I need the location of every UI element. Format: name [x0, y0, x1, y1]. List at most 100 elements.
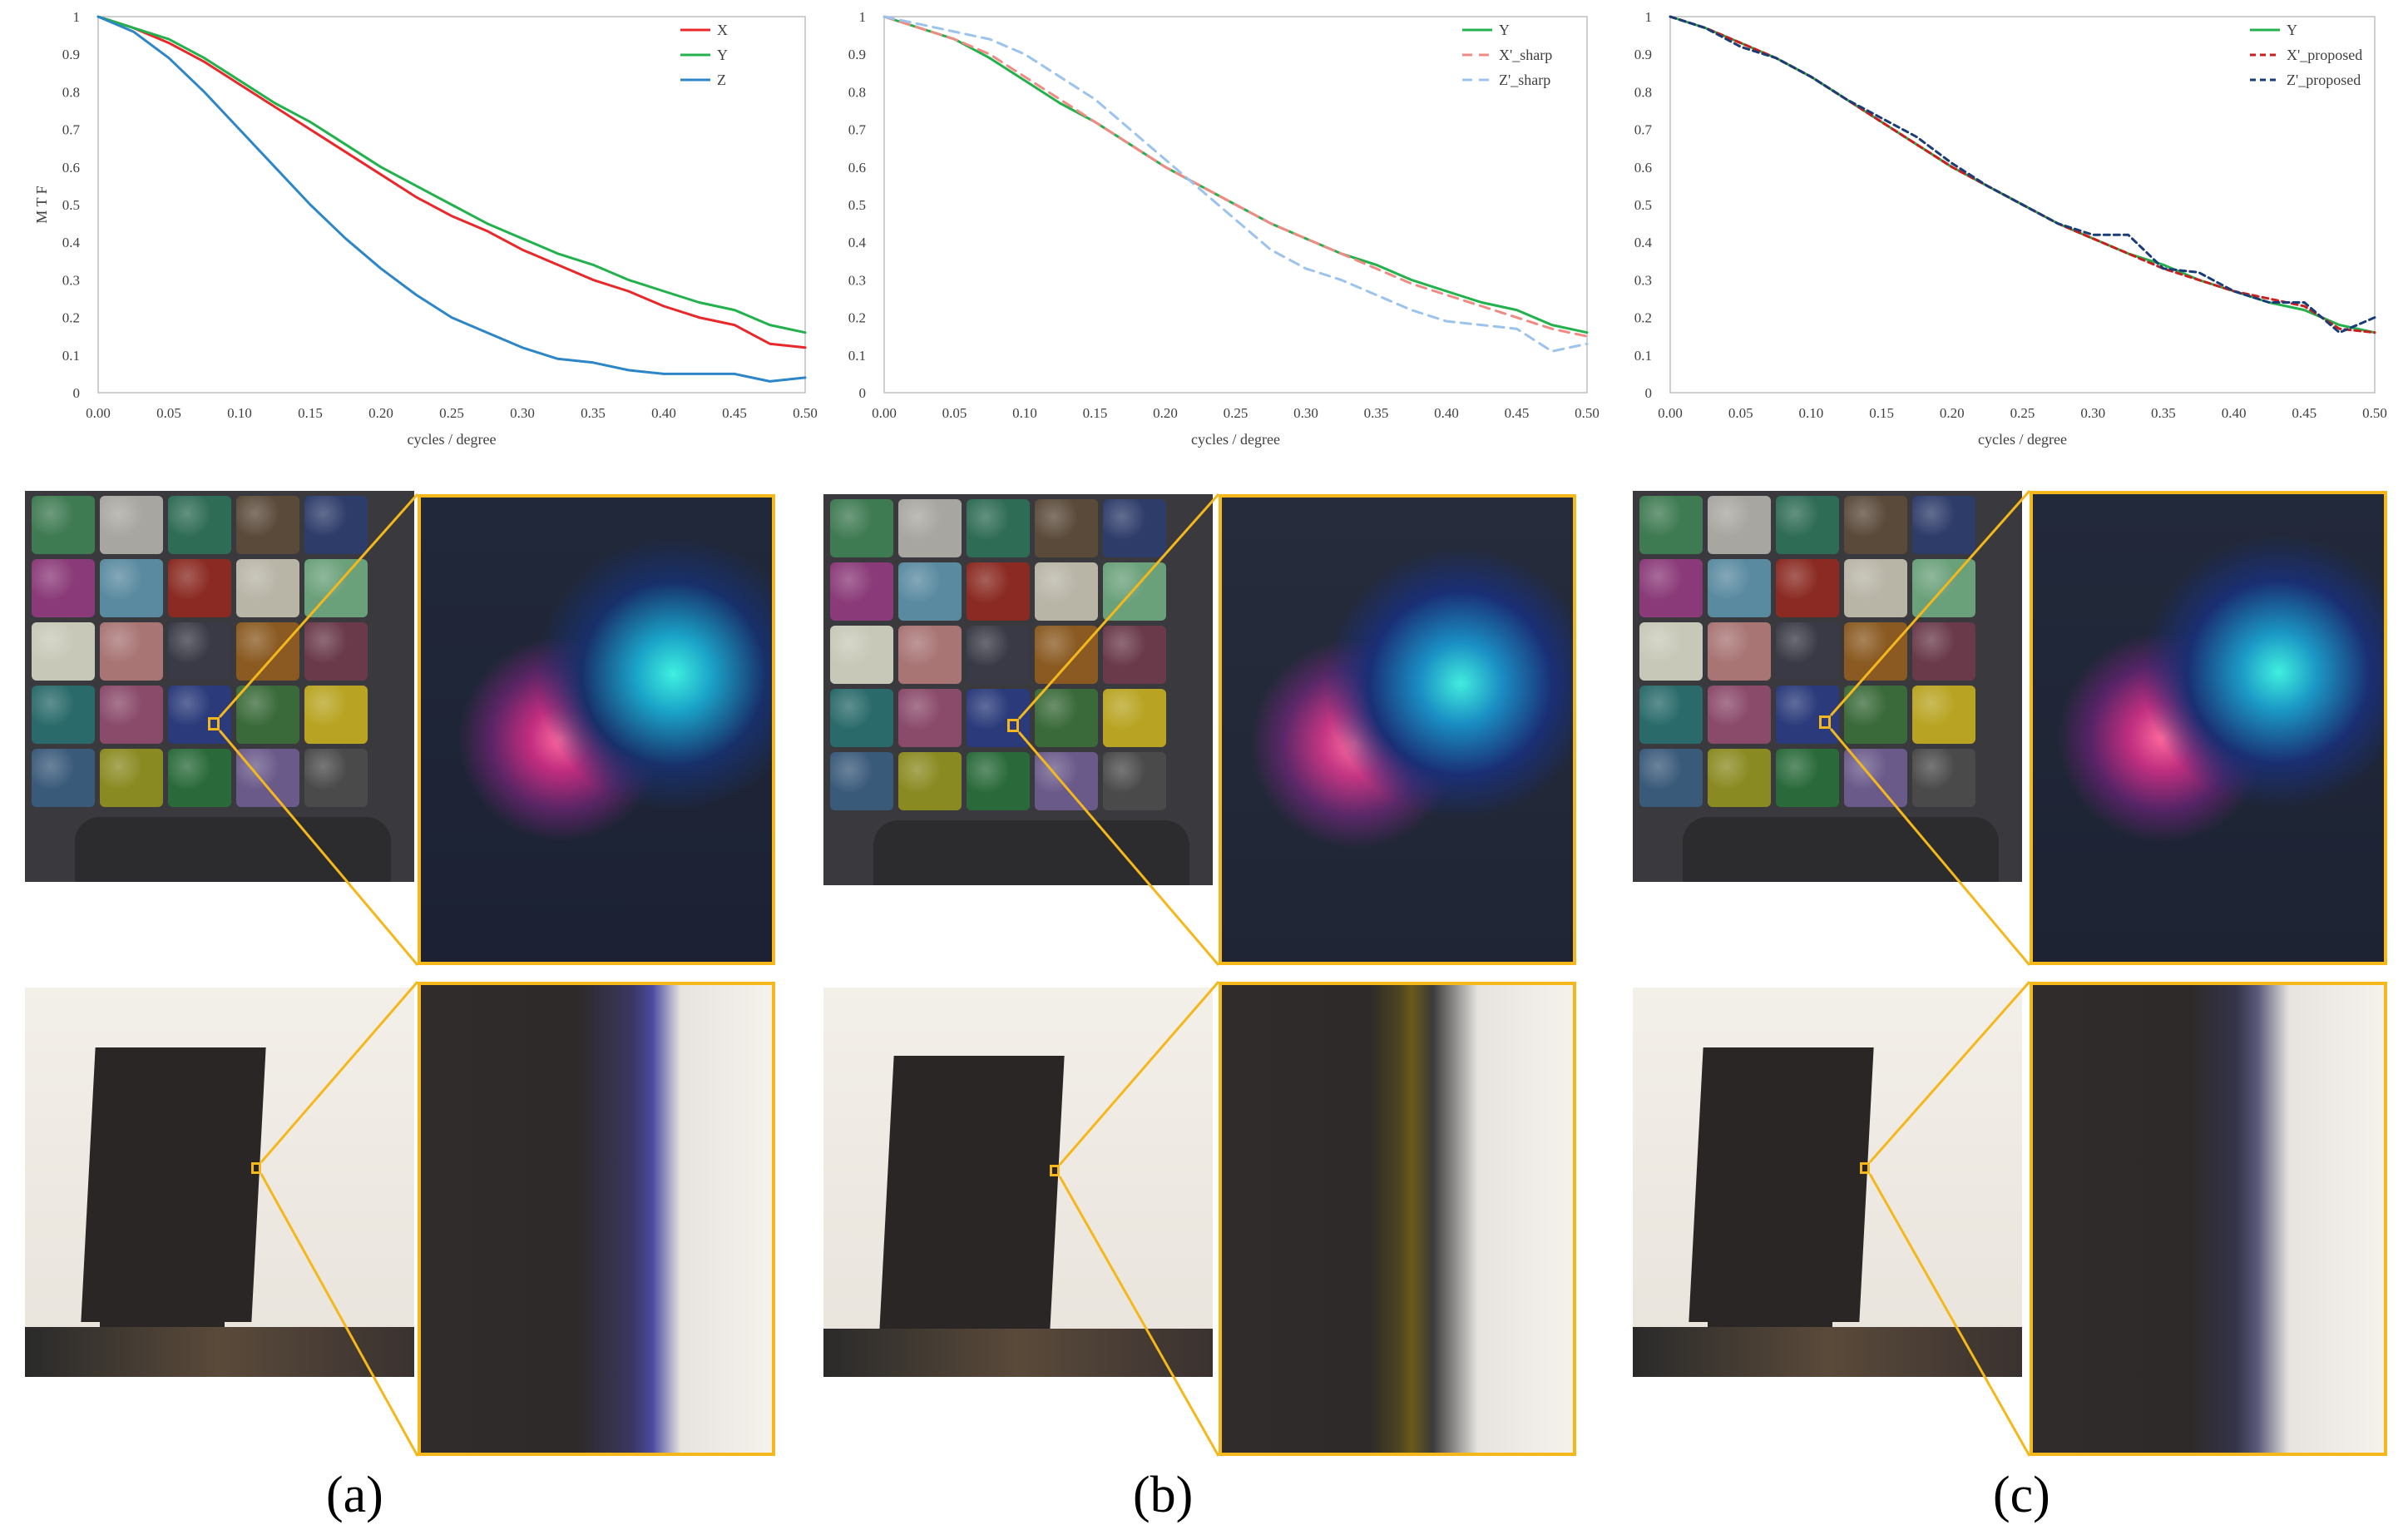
glitter-tile [100, 686, 163, 744]
glitter-tile [1708, 749, 1771, 807]
x-axis-label: cycles / degree [1978, 431, 2067, 448]
x-tick-label: 0.35 [581, 405, 606, 421]
y-tick-label: 0.4 [62, 235, 81, 250]
glitter-tile [236, 686, 299, 744]
table-edge [1633, 1327, 2022, 1377]
glitter-photo-c [1633, 491, 2022, 882]
glitter-tile [236, 559, 299, 617]
glitter-tile [304, 749, 368, 807]
glitter-tile [1103, 499, 1166, 557]
x-tick-label: 0.30 [1293, 405, 1318, 421]
glitter-tile [1912, 686, 1975, 744]
glitter-tile [898, 626, 962, 684]
glitter-tile [1776, 622, 1839, 681]
glitter-tile [168, 496, 231, 554]
glitter-tile [1776, 559, 1839, 617]
glitter-tile [304, 622, 368, 681]
x-tick-label: 0.50 [2362, 405, 2387, 421]
x-tick-label: 0.25 [439, 405, 464, 421]
x-tick-label: 0.05 [1728, 405, 1753, 421]
legend-label: X'_sharp [1499, 47, 1552, 63]
glitter-tile [898, 562, 962, 621]
glitter-tile [1035, 689, 1098, 747]
series-line [883, 15, 1589, 334]
x-tick-label: 0.20 [368, 405, 393, 421]
y-tick-label: 0.5 [62, 197, 80, 213]
y-tick-label: 0.6 [62, 160, 80, 176]
glitter-tile [1776, 749, 1839, 807]
y-tick-label: 0.8 [848, 84, 866, 100]
x-tick-label: 0.05 [942, 405, 967, 421]
glitter-tile [967, 626, 1030, 684]
x-axis-label: cycles / degree [1191, 431, 1280, 448]
chart-panel-a: 0.00 0.05 0.10 0.15 0.20 0.25 0.30 0.35 0.40 0.45… [33, 9, 818, 448]
y-tick-label: 0.5 [1634, 197, 1652, 213]
glitter-tile-grid [823, 494, 1213, 885]
y-tick-label: 0.9 [848, 47, 866, 62]
chart-holder-base [75, 817, 391, 882]
glitter-tile [1844, 686, 1907, 744]
glitter-tile [168, 749, 231, 807]
y-tick-label: 0 [859, 385, 867, 401]
glitter-photo-b [823, 494, 1213, 885]
edge-photo-c [1633, 988, 2022, 1377]
series-line [1669, 15, 2376, 334]
glitter-tile [830, 752, 893, 810]
series-line [1669, 15, 2376, 334]
glitter-tile [32, 749, 95, 807]
x-tick-label: 0.10 [1799, 405, 1824, 421]
y-tick-label: 1 [73, 9, 81, 25]
legend-label: Z'_sharp [1499, 72, 1550, 88]
chart-holder-base [873, 820, 1189, 885]
series-line [883, 15, 1589, 353]
glitter-tile [898, 499, 962, 557]
glitter-tile [1103, 689, 1166, 747]
glitter-tile [1776, 686, 1839, 744]
x-tick-label: 0.10 [1012, 405, 1037, 421]
glitter-zoom-c [2030, 491, 2387, 965]
y-tick-label: 0.8 [62, 84, 80, 100]
glitter-tile-grid [1633, 491, 2022, 882]
glitter-tile [1035, 626, 1098, 684]
x-tick-label: 0.45 [2292, 405, 2317, 421]
legend-label: Y [717, 47, 728, 63]
legend-label: Z [717, 72, 726, 88]
glitter-tile [100, 749, 163, 807]
plot-frame [1669, 16, 2376, 394]
x-tick-label: 0.15 [1869, 405, 1894, 421]
y-tick-label: 0.2 [848, 310, 866, 326]
x-axis-label: cycles / degree [408, 431, 497, 448]
glitter-tile [1035, 752, 1098, 810]
glitter-tile [1103, 626, 1166, 684]
glitter-tile [168, 622, 231, 681]
glitter-tile [898, 752, 962, 810]
x-tick-label: 0.00 [872, 405, 897, 421]
edge-photo-b [823, 988, 1213, 1377]
glitter-tile [236, 749, 299, 807]
glitter-tile [236, 622, 299, 681]
x-tick-label: 0.00 [86, 405, 111, 421]
x-tick-label: 0.50 [1575, 405, 1600, 421]
glitter-tile [100, 496, 163, 554]
glitter-tile [830, 626, 893, 684]
legend-label: Y [1499, 22, 1510, 38]
x-tick-label: 0.45 [722, 405, 747, 421]
x-tick-label: 0.50 [793, 405, 818, 421]
glitter-tile [1708, 559, 1771, 617]
edge-target [81, 1047, 266, 1322]
glitter-tile [1912, 749, 1975, 807]
y-tick-label: 0.4 [848, 235, 867, 250]
legend-label: Y [2287, 22, 2297, 38]
panel-label-a: (a) [326, 1467, 383, 1523]
glitter-tile [168, 686, 231, 744]
glitter-tile [1639, 559, 1703, 617]
y-axis-label: M T F [33, 186, 50, 223]
glitter-zoom-b [1219, 494, 1576, 965]
y-tick-label: 0.5 [848, 197, 866, 213]
y-tick-label: 0.3 [1634, 272, 1652, 288]
x-tick-label: 0.25 [1224, 405, 1249, 421]
x-tick-label: 0.40 [2222, 405, 2247, 421]
glitter-tile [1708, 686, 1771, 744]
y-tick-label: 0.8 [1634, 84, 1652, 100]
y-tick-label: 0.7 [1634, 122, 1653, 138]
